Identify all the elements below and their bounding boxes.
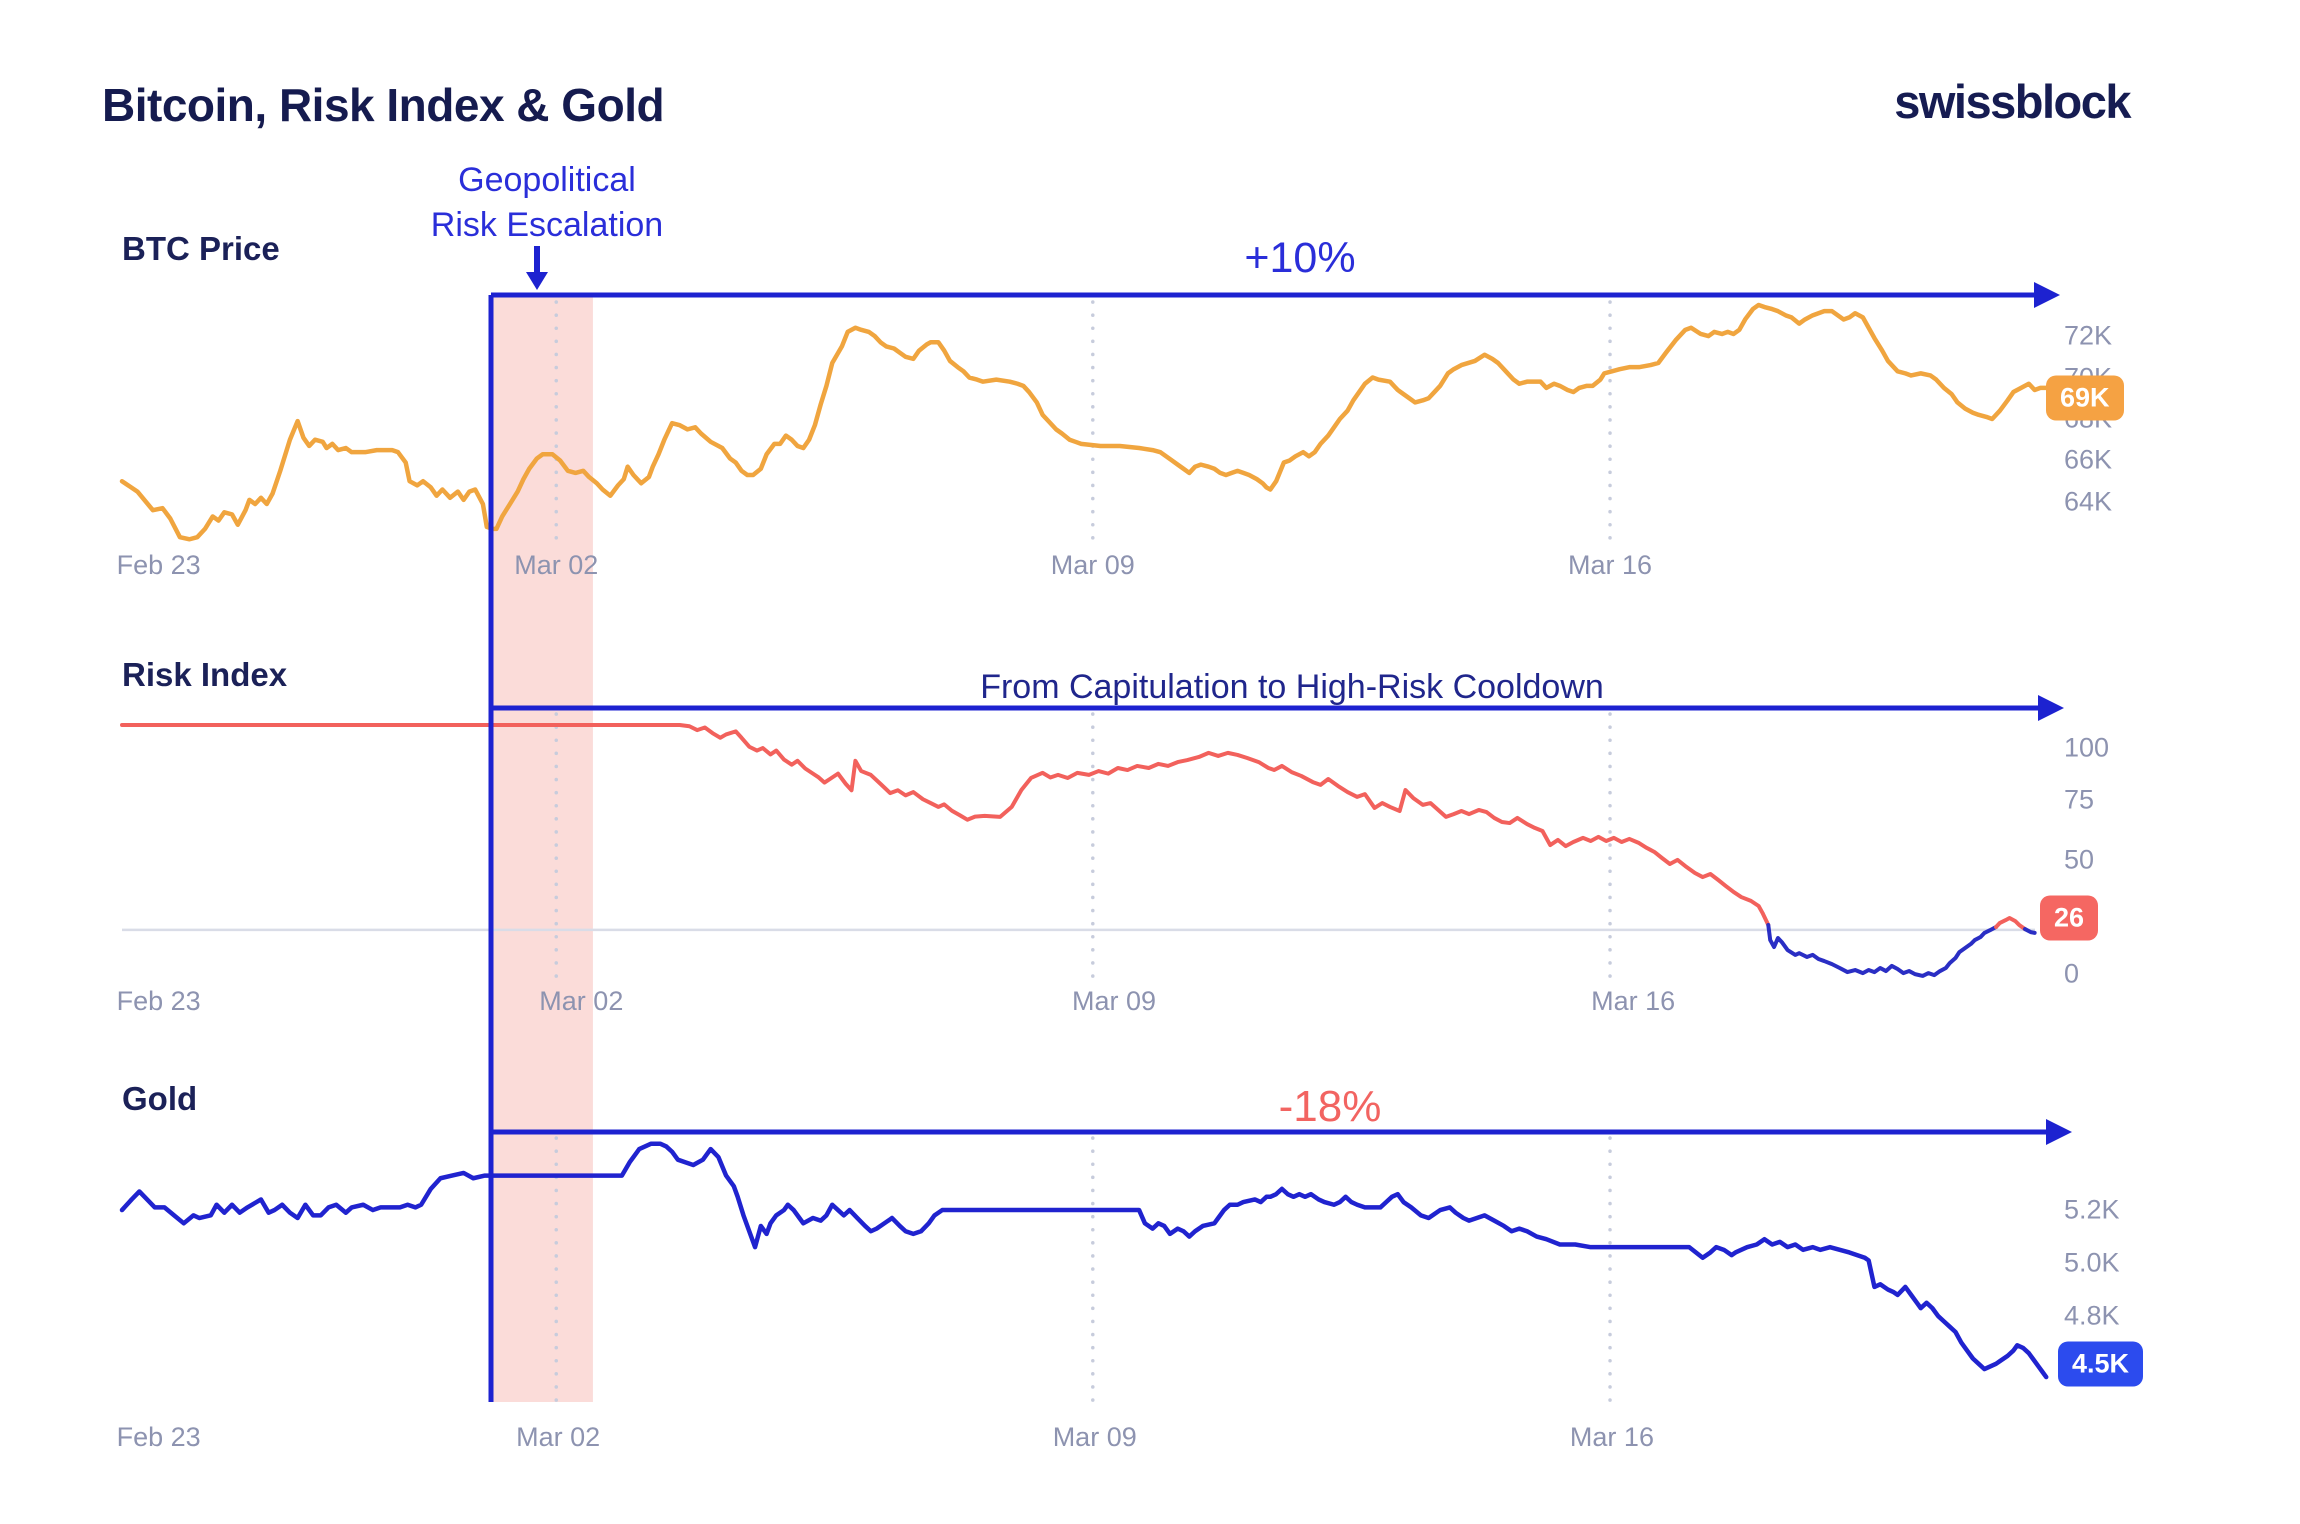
x-tick-risk: Mar 09 bbox=[1071, 986, 1157, 1016]
event-down-arrow-icon bbox=[526, 272, 548, 290]
y-tick-risk: 0 bbox=[2064, 958, 2080, 989]
risk-caption-label: From Capitulation to High-Risk Cooldown bbox=[980, 668, 1604, 706]
last-value-badge-risk: 26 bbox=[2040, 895, 2099, 941]
y-tick-btc: 64K bbox=[2064, 486, 2113, 517]
x-tick-btc: Feb 23 bbox=[116, 550, 201, 580]
y-tick-risk: 100 bbox=[2064, 732, 2110, 763]
gold-change-label: -18% bbox=[1278, 1082, 1382, 1131]
x-tick-risk: Mar 02 bbox=[539, 986, 624, 1016]
last-value-badge-gold: 4.5K bbox=[2058, 1341, 2144, 1387]
chart-heading-risk: Risk Index bbox=[122, 656, 288, 693]
y-tick-risk: 50 bbox=[2064, 844, 2095, 875]
series-risk bbox=[1766, 922, 1999, 978]
series-risk bbox=[2022, 927, 2037, 935]
series-risk bbox=[120, 722, 1771, 927]
page-title: Bitcoin, Risk Index & Gold bbox=[102, 79, 665, 131]
y-tick-gold: 5.0K bbox=[2064, 1247, 2120, 1278]
series-btc bbox=[119, 302, 2055, 542]
y-tick-btc: 66K bbox=[2064, 444, 2113, 475]
chart-heading-btc: BTC Price bbox=[122, 230, 280, 267]
y-tick-btc: 72K bbox=[2064, 320, 2113, 351]
event-band bbox=[490, 295, 593, 1402]
brand-logo: swissblock bbox=[1894, 75, 2131, 128]
trend-arrowhead-risk bbox=[2038, 695, 2064, 721]
y-tick-gold: 4.8K bbox=[2064, 1300, 2120, 1331]
x-tick-btc: Mar 16 bbox=[1567, 550, 1653, 580]
trend-arrowhead-gold bbox=[2046, 1119, 2072, 1145]
x-tick-gold: Mar 16 bbox=[1569, 1422, 1654, 1452]
x-tick-risk: Mar 16 bbox=[1591, 986, 1676, 1016]
x-tick-gold: Feb 23 bbox=[116, 1422, 201, 1452]
x-tick-btc: Mar 02 bbox=[514, 550, 599, 580]
series-gold bbox=[119, 1141, 2049, 1380]
chart-heading-gold: Gold bbox=[122, 1080, 198, 1117]
y-tick-gold: 5.2K bbox=[2064, 1194, 2120, 1225]
trend-arrowhead-btc bbox=[2034, 282, 2060, 308]
y-tick-risk: 75 bbox=[2064, 784, 2095, 815]
x-tick-gold: Mar 09 bbox=[1052, 1422, 1137, 1452]
series-risk bbox=[1994, 916, 2027, 932]
x-tick-risk: Feb 23 bbox=[116, 986, 201, 1016]
event-annotation: Geopolitical Risk Escalation bbox=[431, 158, 663, 248]
event-annotation-line2: Risk Escalation bbox=[430, 206, 664, 244]
last-value-badge-btc: 69K bbox=[2046, 375, 2124, 421]
event-annotation-line1: Geopolitical bbox=[458, 161, 636, 199]
x-tick-gold: Mar 02 bbox=[516, 1422, 601, 1452]
btc-change-label: +10% bbox=[1244, 234, 1356, 282]
x-tick-btc: Mar 09 bbox=[1050, 550, 1135, 580]
